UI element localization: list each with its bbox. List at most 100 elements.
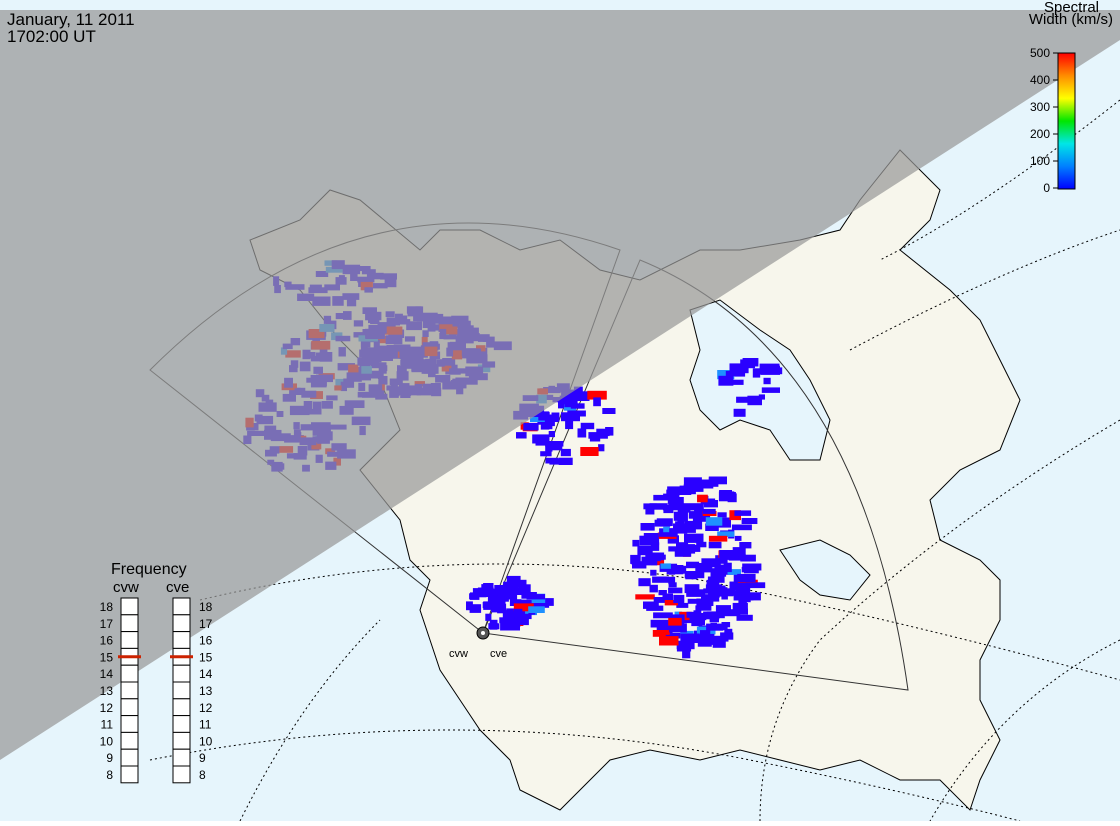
backscatter-cell	[503, 581, 518, 590]
backscatter-cell	[487, 595, 506, 606]
backscatter-cell	[652, 630, 670, 637]
backscatter-cell	[734, 510, 752, 516]
backscatter-cell	[469, 604, 482, 613]
backscatter-cell	[561, 389, 581, 398]
colorbar-tick-label: 200	[1030, 127, 1050, 141]
backscatter-cell	[650, 569, 657, 576]
backscatter-cell	[497, 589, 518, 600]
backscatter-cell	[647, 552, 665, 561]
backscatter-cell	[466, 601, 473, 611]
backscatter-cell	[638, 578, 651, 587]
backscatter-cell	[684, 533, 704, 543]
backscatter-cell	[672, 633, 681, 639]
backscatter-cell	[668, 546, 677, 552]
backscatter-cell	[710, 622, 717, 630]
frequency-scale-label: 16	[199, 634, 213, 648]
backscatter-cell	[506, 611, 526, 618]
backscatter-cell	[637, 545, 653, 556]
backscatter-cell	[671, 489, 692, 495]
hudson-bay	[689, 299, 831, 461]
backscatter-cell	[695, 605, 712, 611]
backscatter-cell	[680, 633, 700, 643]
frequency-scale-label: 17	[199, 617, 213, 631]
backscatter-cell	[696, 541, 707, 548]
colorbar-tick-label: 300	[1030, 100, 1050, 114]
backscatter-cell	[745, 582, 766, 589]
backscatter-cell	[703, 588, 715, 594]
backscatter-cell	[719, 550, 739, 560]
frequency-cell	[120, 597, 139, 616]
backscatter-cell	[677, 512, 688, 522]
backscatter-cell	[734, 535, 742, 541]
backscatter-cell	[523, 422, 539, 431]
backscatter-cell	[736, 614, 753, 621]
frequency-scale-label: 16	[100, 634, 114, 648]
great-lakes	[779, 539, 871, 601]
backscatter-cell	[708, 535, 728, 542]
header-time: 1702:00 UT	[7, 27, 96, 46]
backscatter-cell	[740, 554, 756, 562]
backscatter-cell	[686, 561, 700, 569]
frequency-scale-label: 8	[106, 768, 113, 782]
backscatter-cell	[707, 498, 716, 507]
night-shade	[0, 10, 1120, 760]
frequency-cell	[120, 681, 139, 700]
backscatter-cell	[705, 517, 723, 526]
colorbar-tick-label: 500	[1030, 46, 1050, 60]
backscatter-cell	[547, 417, 555, 427]
backscatter-cell	[731, 524, 752, 531]
backscatter-cell	[650, 619, 669, 628]
backscatter-cell	[668, 617, 682, 626]
frequency-columns: 18 17 16 15 14 13 12 11 10 9 8 18 17 16 15 14 13 12 11 10 9 8	[100, 597, 213, 784]
colorbar: 500 400 300 200 100 0	[1030, 46, 1076, 195]
frequency-scale-label: 9	[199, 751, 206, 765]
backscatter-cell	[580, 422, 595, 430]
frequency-cell	[120, 664, 139, 683]
backscatter-cell	[676, 643, 692, 652]
frequency-scale-label: 12	[100, 701, 114, 715]
backscatter-cell	[700, 630, 711, 640]
backscatter-cell	[729, 581, 738, 588]
backscatter-cell	[494, 585, 512, 591]
frequency-title: Frequency	[111, 561, 187, 578]
frequency-cell	[120, 715, 139, 733]
backscatter-cell	[560, 448, 571, 457]
frequency-scale-label: 13	[199, 684, 213, 698]
backscatter-cell	[716, 589, 734, 597]
backscatter-cell	[640, 523, 655, 531]
backscatter-cell	[763, 377, 771, 385]
backscatter-cell	[741, 518, 758, 524]
backscatter-cell	[677, 544, 696, 554]
backscatter-cell	[605, 427, 614, 436]
backscatter-cell	[565, 419, 574, 430]
backscatter-cell	[679, 611, 692, 621]
backscatter-cell	[540, 451, 552, 457]
frequency-scale-label: 17	[100, 617, 114, 631]
backscatter-cell	[653, 597, 672, 603]
backscatter-cell	[509, 599, 522, 606]
frequency-cell	[120, 631, 139, 649]
colorbar-title-line1: Spectral	[1043, 0, 1099, 16]
backscatter-cell	[656, 518, 673, 526]
backscatter-cell	[588, 432, 608, 439]
backscatter-cell	[580, 447, 599, 456]
backscatter-cell	[666, 489, 676, 496]
backscatter-cell	[593, 397, 601, 407]
backscatter-cell	[643, 533, 659, 541]
backscatter-cell	[516, 432, 527, 439]
backscatter-cell	[675, 514, 682, 521]
backscatter-cell	[632, 561, 647, 569]
backscatter-cell	[709, 617, 719, 623]
graticule	[149, 99, 1120, 822]
backscatter-cell	[731, 590, 742, 596]
backscatter-cell	[732, 379, 744, 385]
backscatter-cell	[572, 391, 590, 401]
frequency-cell	[120, 765, 139, 784]
backscatter-cell	[733, 408, 746, 417]
backscatter-cell	[660, 563, 671, 569]
colorbar-ticks: 500 400 300 200 100 0	[1030, 46, 1058, 195]
backscatter-cell	[643, 601, 659, 609]
backscatter-cell	[689, 613, 707, 621]
colorbar-tick-label: 400	[1030, 73, 1050, 87]
